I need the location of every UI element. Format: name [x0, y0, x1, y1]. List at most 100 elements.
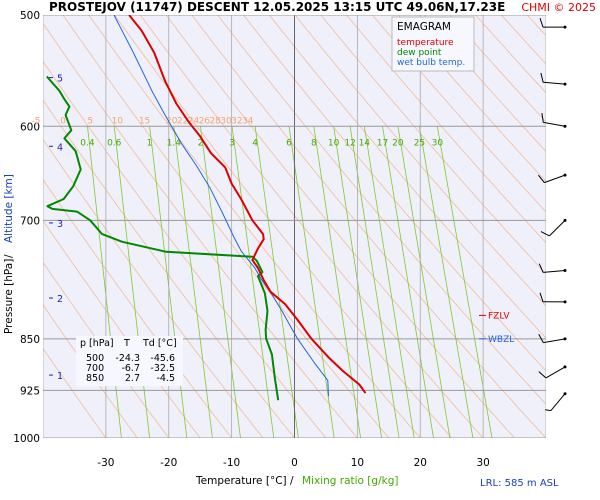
pressure-tick-label: 500	[20, 10, 40, 22]
wind-barb-flag	[539, 292, 544, 302]
adiabat-label: 32	[231, 116, 242, 126]
legend-temperature: temperature	[397, 38, 454, 48]
table-cell-pressure: 500	[86, 353, 104, 364]
mixing-ratio-line	[313, 126, 361, 438]
wind-barb-staff	[543, 121, 566, 127]
wind-barb-flag	[538, 263, 544, 273]
dry-adiabat	[294, 15, 546, 307]
mixing-ratio-label: 1	[147, 138, 153, 148]
dry-adiabat	[320, 15, 546, 275]
mixing-ratio-line	[173, 126, 213, 438]
temperature-tick-label: 10	[351, 457, 364, 469]
dry-adiabat	[553, 15, 600, 438]
table-cell-dewpoint: -45.6	[150, 353, 175, 364]
mixing-ratio-label: 0.4	[80, 138, 95, 148]
table-header-td: Td [°C]	[142, 338, 177, 349]
wind-barb-staff	[550, 393, 566, 411]
chart-title: PROSTEJOV (11747) DESCENT 12.05.2025 13:…	[49, 0, 505, 14]
y-axis-label-pressure: Pressure [hPa]	[3, 259, 15, 334]
wind-barbs	[538, 17, 567, 412]
profiles	[46, 15, 367, 401]
adiabat-label: 20	[166, 116, 178, 126]
dewpoint-profile	[46, 75, 280, 401]
mixing-ratio-line	[397, 126, 451, 438]
legend-wet-bulb: wet bulb temp.	[397, 58, 465, 68]
mixing-ratio-label: 12	[344, 138, 355, 148]
legend-box	[391, 16, 475, 72]
table-cell-pressure: 850	[86, 373, 104, 384]
mixing-ratio-label: 1.4	[167, 138, 182, 148]
mixing-ratio-label: 20	[392, 138, 404, 148]
adiabat-label: 15	[139, 116, 150, 126]
adiabat-label: -5	[31, 116, 40, 126]
table-header-p: p [hPa]	[80, 338, 114, 349]
table-cell-temperature: -6.7	[121, 363, 140, 374]
altitude-tick-label: 4	[57, 142, 63, 153]
wind-barb-flag	[541, 113, 544, 123]
table-cell-temperature: -24.3	[115, 353, 140, 364]
dry-adiabat	[43, 179, 232, 438]
wind-barb-flag	[538, 174, 545, 183]
temperature-tick-label: 30	[476, 457, 489, 469]
wind-barb-staff	[545, 366, 566, 379]
temperature-tick-label: -20	[160, 457, 177, 469]
adiabat-label: 22	[177, 116, 188, 126]
mixing-ratio-label: 2	[198, 138, 204, 148]
dry-adiabat	[579, 15, 600, 438]
mixing-ratio-label: 3	[229, 138, 235, 148]
table-cell-dewpoint: -4.5	[156, 373, 175, 384]
mixing-ratio-label: 30	[432, 138, 444, 148]
wind-barb-staff	[543, 81, 566, 85]
adiabat-label: 34	[242, 116, 254, 126]
wind-barb-flag	[540, 231, 550, 237]
mixing-ratio-line	[149, 126, 188, 438]
wind-barb-staff	[543, 270, 566, 273]
dry-adiabat	[397, 15, 546, 183]
dry-adiabat	[43, 347, 107, 438]
wbzl-label: WBZL	[488, 335, 514, 345]
legend-dew-point: dew point	[397, 48, 442, 58]
adiabat-label: 28	[209, 116, 221, 126]
mixing-ratio-line	[382, 126, 434, 438]
wind-barb-staff	[549, 219, 566, 237]
pressure-tick-label: 925	[20, 385, 40, 397]
temperature-tick-label: 20	[414, 457, 427, 469]
table-cell-dewpoint: -32.5	[150, 363, 175, 374]
dry-adiabat	[423, 15, 546, 153]
temperature-tick-label: 0	[291, 457, 298, 469]
mixing-ratio-line	[363, 126, 415, 438]
mixing-ratio-label: 25	[414, 138, 425, 148]
lrl-label: LRL: 585 m ASL	[480, 478, 559, 489]
y-axis-label-separator: /	[3, 254, 15, 258]
mixing-ratio-label: 0.6	[107, 138, 122, 148]
dry-adiabat	[43, 60, 327, 438]
altitude-tick-label: 5	[57, 74, 63, 85]
temperature-tick-label: -10	[223, 457, 240, 469]
altitude-tick-label: 1	[57, 371, 63, 382]
adiabat-label: 26	[199, 116, 211, 126]
x-axis-label-mixing-ratio: Mixing ratio [g/kg]	[302, 475, 398, 487]
table-cell-pressure: 700	[86, 363, 104, 374]
pressure-tick-label: 700	[20, 215, 40, 227]
dry-adiabat	[243, 15, 546, 372]
mixing-ratio-line	[288, 126, 335, 438]
pressure-tick-label: 600	[20, 121, 40, 133]
value-table: p [hPa] T Td [°C] 500 -24.3 -45.6 700 -6.7 -3…	[76, 336, 183, 386]
dry-adiabat	[217, 15, 546, 405]
y-axis-label-altitude: Altitude [km]	[3, 174, 15, 243]
mixing-ratio-label: 10	[328, 138, 340, 148]
wind-barb-flag	[540, 72, 544, 83]
dry-adiabat	[140, 15, 484, 438]
grid	[43, 15, 600, 438]
dry-adiabat	[165, 15, 515, 438]
legend-title: EMAGRAM	[397, 21, 451, 33]
wind-barb-staff	[543, 338, 566, 344]
adiabat-label: 10	[112, 116, 124, 126]
copyright: CHMI © 2025	[521, 1, 596, 14]
wetbulb-profile	[113, 15, 329, 397]
mixing-ratio-label: 6	[286, 138, 292, 148]
wind-barb-staff	[544, 174, 566, 184]
wind-barb-flag	[545, 409, 551, 412]
